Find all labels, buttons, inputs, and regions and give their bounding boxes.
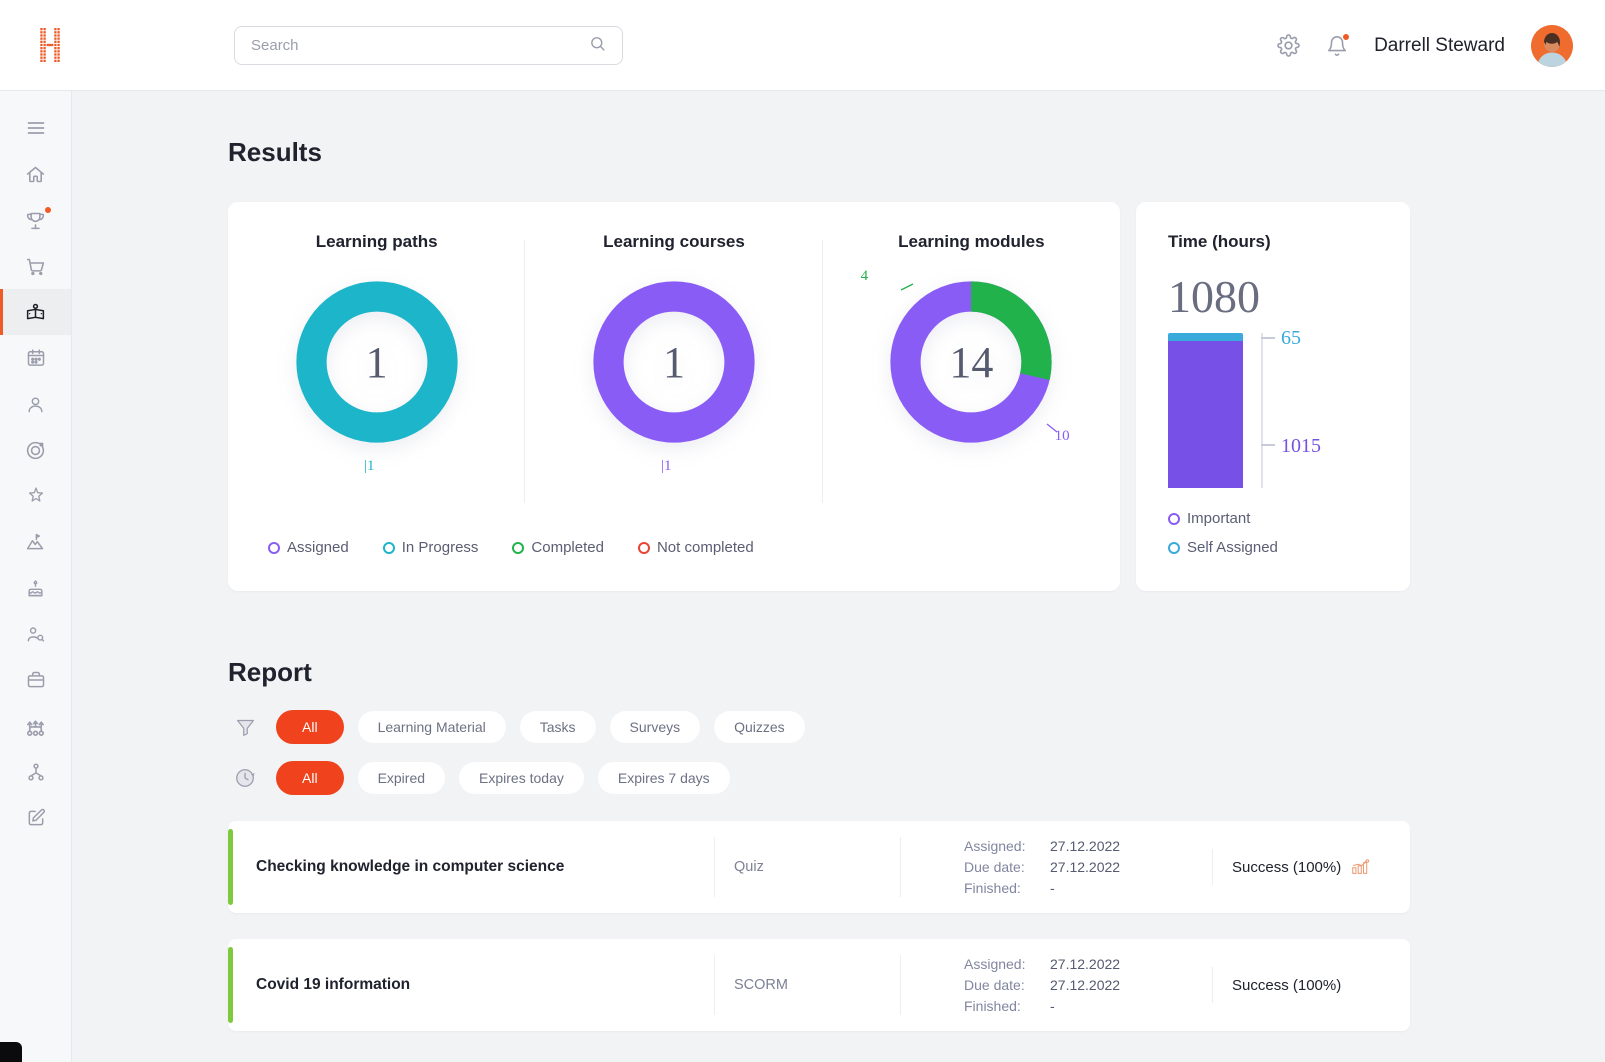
svg-text:|1: |1 xyxy=(661,458,672,474)
svg-text:|1: |1 xyxy=(364,458,375,474)
